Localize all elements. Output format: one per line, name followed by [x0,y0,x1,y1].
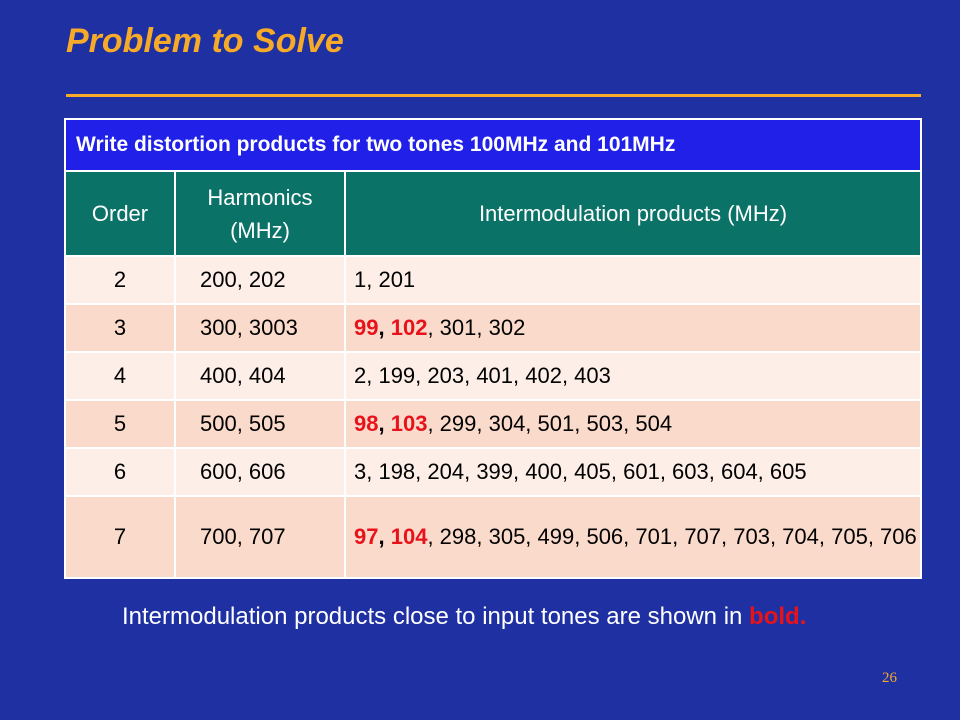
cell-harmonics: 200, 202 [174,255,346,305]
cell-intermod: 2, 199, 203, 401, 402, 403 [344,351,922,401]
im-sep: , [378,314,391,340]
table-row: 4 400, 404 2, 199, 203, 401, 402, 403 [64,351,922,401]
cell-order: 5 [64,399,176,449]
im-rest: 3, 198, 204, 399, 400, 405, 601, 603, 60… [354,458,807,484]
cell-order: 7 [64,495,176,579]
im-bold-1: 97 [354,523,379,549]
title-underline [66,94,921,97]
table-row: 6 600, 606 3, 198, 204, 399, 400, 405, 6… [64,447,922,497]
cell-order: 4 [64,351,176,401]
table-row: 2 200, 202 1, 201 [64,255,922,305]
im-rest: , 301, 302 [427,314,526,340]
distortion-table: Write distortion products for two tones … [64,118,922,579]
cell-harmonics: 600, 606 [174,447,346,497]
cell-intermod: 98, 103, 299, 304, 501, 503, 504 [344,399,922,449]
table-header-row: Order Harmonics (MHz) Intermodulation pr… [64,170,922,257]
cell-order: 6 [64,447,176,497]
im-rest: 2, 199, 203, 401, 402, 403 [354,362,611,388]
cell-harmonics: 700, 707 [174,495,346,579]
cell-intermod: 1, 201 [344,255,922,305]
im-bold-1: 99 [354,314,379,340]
cell-intermod: 3, 198, 204, 399, 400, 405, 601, 603, 60… [344,447,922,497]
im-rest: , 298, 305, 499, 506, 701, 707, 703, 704… [427,523,917,549]
im-bold-1: 98 [354,410,379,436]
cell-order: 2 [64,255,176,305]
cell-intermod: 99, 102, 301, 302 [344,303,922,353]
table-caption-row: Write distortion products for two tones … [64,118,922,172]
im-bold-2: 103 [390,410,428,436]
cell-harmonics: 400, 404 [174,351,346,401]
footnote-text: Intermodulation products close to input … [122,603,750,630]
slide-title: Problem to Solve [66,22,344,60]
footnote: Intermodulation products close to input … [122,600,842,635]
im-rest: , 299, 304, 501, 503, 504 [427,410,673,436]
im-bold-2: 104 [390,523,428,549]
cell-intermod: 97, 104, 298, 305, 499, 506, 701, 707, 7… [344,495,922,579]
header-order: Order [64,170,176,257]
cell-harmonics: 500, 505 [174,399,346,449]
header-intermod: Intermodulation products (MHz) [344,170,922,257]
im-sep: , [378,523,391,549]
im-rest: 1, 201 [354,266,416,292]
table-caption: Write distortion products for two tones … [64,118,922,172]
table-row: 5 500, 505 98, 103, 299, 304, 501, 503, … [64,399,922,449]
cell-harmonics: 300, 3003 [174,303,346,353]
table-row: 7 700, 707 97, 104, 298, 305, 499, 506, … [64,495,922,579]
header-harmonics: Harmonics (MHz) [174,170,346,257]
table-row: 3 300, 3003 99, 102, 301, 302 [64,303,922,353]
cell-order: 3 [64,303,176,353]
footnote-bold-word: bold. [749,603,807,630]
im-sep: , [378,410,391,436]
page-number: 26 [882,670,897,686]
im-bold-2: 102 [390,314,428,340]
